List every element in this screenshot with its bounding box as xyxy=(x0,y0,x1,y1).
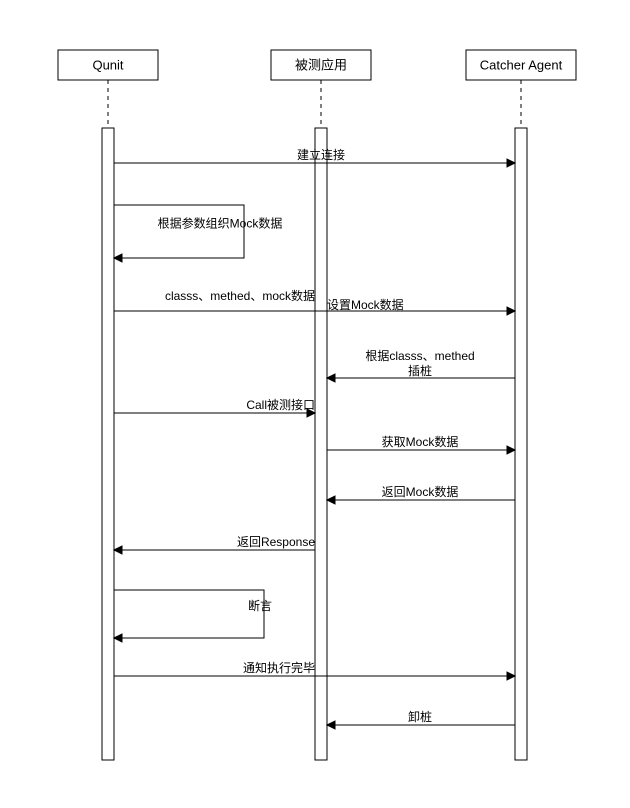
message-label-m2: 根据参数组织Mock数据 xyxy=(158,216,283,231)
message-label-m1: 建立连接 xyxy=(297,147,345,162)
message-label-m10: 通知执行完毕 xyxy=(243,660,315,675)
message-label-m8: 返回Response xyxy=(237,535,315,549)
message-label-m11: 卸桩 xyxy=(408,709,432,724)
message-line-m2 xyxy=(114,205,244,258)
message-label-m5: Call被测接口 xyxy=(246,397,315,412)
sequence-diagram: Qunit 被测应用 Catcher Agent 建立连接根据参数组织Mock数据 cl… xyxy=(0,0,630,808)
activation-p1 xyxy=(102,128,114,760)
activation-p3 xyxy=(515,128,527,760)
message-label-m4b: 插桩 xyxy=(408,363,432,378)
participant-label-p3: Catcher Agent xyxy=(480,57,563,72)
message-label-m3a: classs、methed、mock数据 xyxy=(165,288,315,303)
message-label-m9: 断言 xyxy=(248,598,272,613)
participant-label-p2: 被测应用 xyxy=(295,57,347,72)
message-label-m4: 根据classs、methed xyxy=(365,349,474,363)
participant-label-p1: Qunit xyxy=(92,57,123,72)
message-label-m3b: 设置Mock数据 xyxy=(327,297,404,312)
message-line-m9 xyxy=(114,590,264,638)
message-label-m7: 返回Mock数据 xyxy=(382,484,459,499)
message-label-m6: 获取Mock数据 xyxy=(382,434,459,449)
activation-p2 xyxy=(315,128,327,760)
